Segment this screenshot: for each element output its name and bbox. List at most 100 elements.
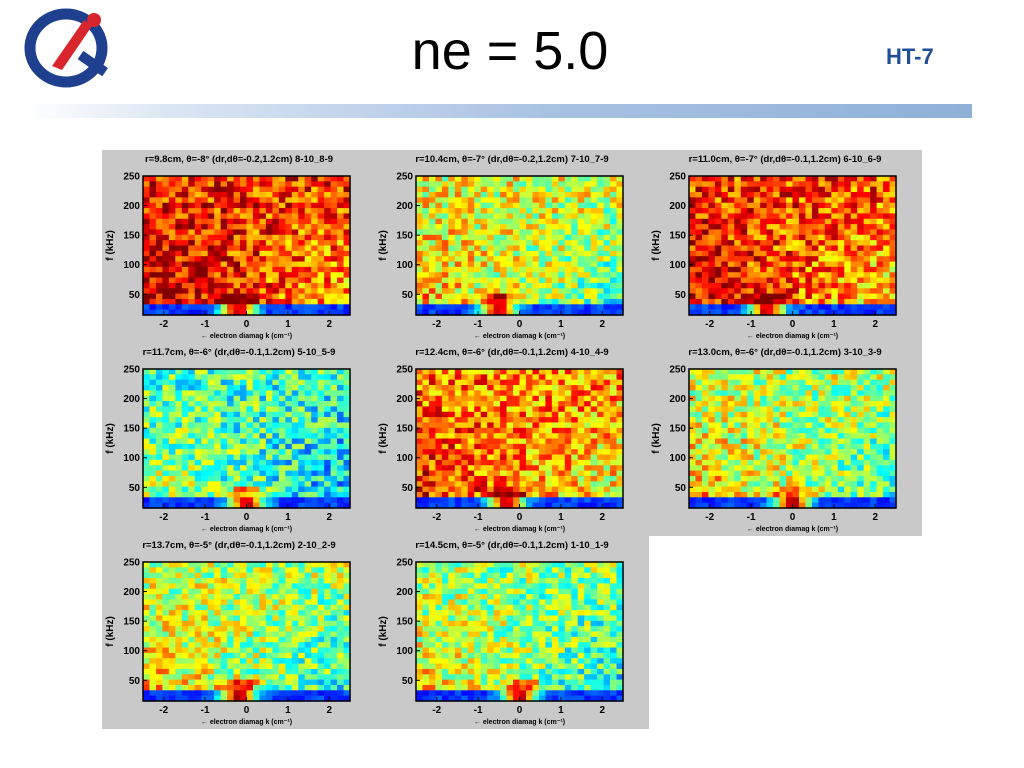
y-tick-label: 150 — [396, 424, 413, 435]
heatmap-cell — [766, 438, 774, 445]
heatmap-cell — [317, 438, 325, 445]
heatmap-cell — [753, 390, 761, 397]
heatmap-cell — [168, 224, 176, 231]
heatmap-cell — [272, 186, 280, 193]
heatmap-cell — [233, 250, 241, 257]
heatmap-cell — [844, 481, 852, 488]
heatmap-cell — [610, 470, 618, 477]
heatmap-cell — [500, 374, 508, 381]
heatmap-cell — [551, 240, 559, 247]
heatmap-cell — [513, 192, 521, 198]
heatmap-cell — [805, 224, 813, 231]
heatmap-cell — [786, 234, 794, 241]
heatmap-cell — [818, 395, 826, 402]
heatmap-cell — [538, 309, 546, 316]
heatmap-cell — [480, 298, 488, 305]
heatmap-cell — [311, 390, 319, 397]
heatmap-cell — [252, 406, 261, 413]
heatmap-cell — [175, 470, 183, 477]
heatmap-cell — [324, 465, 332, 472]
heatmap-cell — [519, 470, 527, 477]
heatmap-cell — [214, 202, 222, 209]
heatmap-cell — [240, 277, 248, 284]
heatmap-cell — [467, 229, 475, 236]
heatmap-cell — [487, 486, 495, 493]
heatmap-cell — [461, 202, 469, 209]
heatmap-cell — [285, 422, 293, 429]
heatmap-cell — [786, 374, 794, 381]
heatmap-cell — [876, 395, 884, 402]
heatmap-cell — [343, 176, 351, 182]
heatmap-cell — [227, 250, 235, 257]
heatmap-cell — [727, 224, 735, 231]
heatmap-cell — [558, 245, 566, 252]
heatmap-cell — [773, 411, 781, 418]
heatmap-cell — [272, 401, 280, 408]
heatmap-cell — [246, 470, 254, 477]
heatmap-cell — [416, 181, 424, 188]
heatmap-cell — [435, 277, 443, 284]
heatmap-cell — [727, 417, 735, 424]
heatmap-cell — [513, 406, 521, 413]
heatmap-cell — [870, 298, 878, 305]
heatmap-cell — [474, 213, 482, 220]
heatmap-cell — [162, 304, 170, 311]
heatmap-cell — [753, 298, 761, 305]
heatmap-cell — [480, 272, 488, 279]
heatmap-cell — [149, 250, 157, 257]
heatmap-cell — [577, 250, 585, 257]
heatmap-cell — [727, 261, 735, 268]
heatmap-cell — [285, 218, 293, 225]
heatmap-cell — [240, 395, 248, 402]
heatmap-cell — [551, 491, 559, 498]
heatmap-cell — [265, 208, 273, 215]
heatmap-cell — [714, 234, 722, 241]
heatmap-cell — [786, 293, 794, 300]
heatmap-cell — [448, 309, 456, 316]
heatmap-cell — [311, 293, 319, 300]
heatmap-cell — [850, 202, 858, 209]
heatmap-cell — [577, 282, 585, 289]
heatmap-cell — [194, 186, 202, 193]
heatmap-cell — [506, 240, 514, 247]
heatmap-cell — [597, 282, 605, 289]
heatmap-cell — [188, 406, 196, 413]
x-tick-label: 1 — [558, 512, 564, 523]
heatmap-cell — [278, 298, 286, 305]
heatmap-cell — [435, 497, 443, 504]
heatmap-cell — [837, 298, 845, 305]
heatmap-cell — [285, 229, 293, 236]
heatmap-cell — [701, 454, 710, 461]
heatmap-cell — [513, 261, 521, 268]
heatmap-cell — [214, 197, 222, 204]
heatmap-cell — [805, 379, 813, 386]
heatmap-cell — [298, 411, 306, 418]
heatmap-cell — [188, 224, 196, 231]
heatmap-cell — [876, 181, 884, 188]
heatmap-cell — [278, 390, 286, 397]
heatmap-cell — [727, 176, 735, 182]
heatmap-cell — [779, 433, 787, 440]
heatmap-cell — [416, 288, 424, 295]
heatmap-cell — [298, 181, 306, 188]
heatmap-cell — [837, 266, 845, 273]
heatmap-cell — [779, 406, 787, 413]
heatmap-cell — [493, 197, 501, 204]
heatmap-cell — [162, 282, 170, 289]
heatmap-cell — [461, 181, 469, 188]
heatmap-cell — [773, 261, 781, 268]
heatmap-cell — [779, 379, 787, 386]
heatmap-cell — [162, 245, 170, 252]
heatmap-cell — [278, 449, 286, 456]
heatmap-cell — [454, 433, 462, 440]
heatmap-cell — [760, 208, 768, 215]
heatmap-cell — [337, 417, 345, 424]
heatmap-cell — [571, 197, 579, 204]
heatmap-cell — [500, 427, 508, 434]
heatmap-cell — [155, 481, 164, 488]
heatmap-cell — [441, 491, 449, 498]
heatmap-cell — [564, 486, 572, 493]
heatmap-cell — [603, 218, 611, 225]
heatmap-cell — [500, 465, 508, 472]
heatmap-cell — [155, 422, 164, 429]
